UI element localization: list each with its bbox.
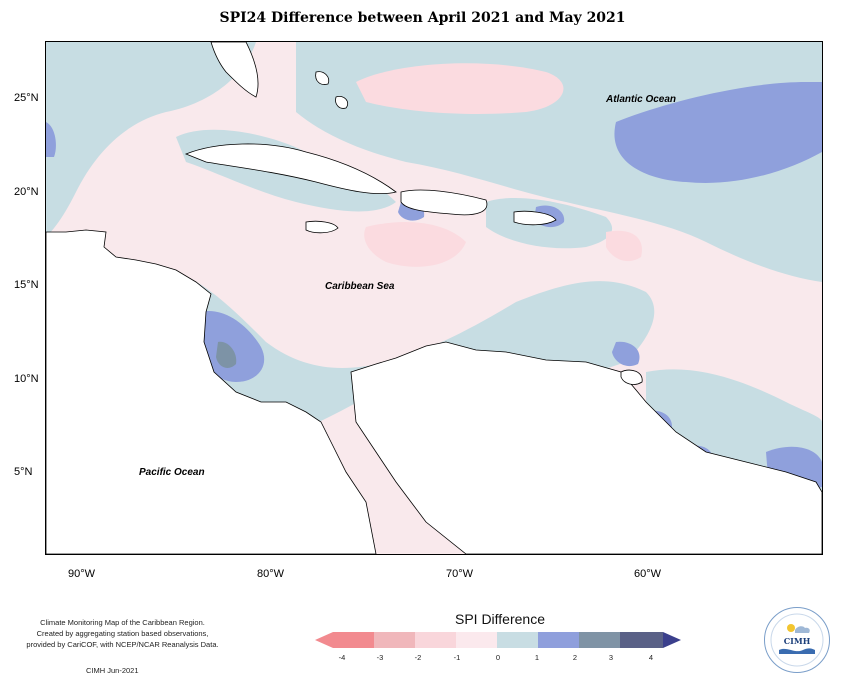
legend-swatch-8	[620, 632, 663, 648]
legend-arrow-left	[315, 632, 333, 648]
legend-swatch-7	[579, 632, 620, 648]
spi-map	[46, 42, 822, 554]
legend-tick: -4	[338, 653, 346, 662]
legend-swatch-4	[456, 632, 497, 648]
legend-swatch-5	[497, 632, 538, 648]
legend-arrow-right	[663, 632, 681, 648]
legend-title: SPI Difference	[454, 611, 545, 627]
map-title: SPI24 Difference between April 2021 and …	[219, 10, 626, 26]
map-credit: Climate Monitoring Map of the Caribbean …	[0, 617, 245, 650]
lon-tick-60: 60°W	[634, 568, 662, 580]
legend-tick: 1	[534, 653, 540, 662]
map-area	[45, 41, 823, 555]
credit-line-1: Climate Monitoring Map of the Caribbean …	[40, 618, 205, 627]
credit-line-3: provided by CariCOF, with NCEP/NCAR Rean…	[26, 640, 219, 649]
legend-swatch-2	[374, 632, 415, 648]
legend-swatch-3	[415, 632, 456, 648]
land-masses	[46, 42, 822, 554]
legend-tick: -1	[453, 653, 461, 662]
legend-tick: 0	[495, 653, 501, 662]
logo-emblem-icon	[770, 613, 824, 667]
legend-colorbar	[315, 632, 681, 648]
legend-tick: 4	[648, 653, 654, 662]
legend-tick: -2	[414, 653, 422, 662]
legend-tick: -3	[376, 653, 384, 662]
atlantic-ocean-label: Atlantic Ocean	[606, 94, 677, 105]
legend-swatch-6	[538, 632, 579, 648]
legend-swatch-1	[333, 632, 374, 648]
dark-blue-regions	[216, 341, 237, 368]
lat-tick-10: 10°N	[14, 373, 39, 385]
cimh-logo: CIMH	[764, 607, 830, 673]
pale-pink-regions	[356, 63, 642, 267]
credit-line-2: Created by aggregating station based obs…	[36, 629, 209, 638]
lat-tick-20: 20°N	[14, 186, 39, 198]
caribbean-sea-label: Caribbean Sea	[325, 281, 395, 292]
lon-tick-70: 70°W	[446, 568, 474, 580]
lat-tick-5: 5°N	[14, 466, 33, 478]
credit-date: CIMH Jun-2021	[86, 666, 139, 675]
legend-tick: 2	[572, 653, 578, 662]
lon-tick-80: 80°W	[257, 568, 285, 580]
logo-text: CIMH	[783, 636, 811, 646]
legend-tick: 3	[608, 653, 614, 662]
lat-tick-25: 25°N	[14, 92, 39, 104]
lat-tick-15: 15°N	[14, 279, 39, 291]
lon-tick-90: 90°W	[68, 568, 96, 580]
pacific-ocean-label: Pacific Ocean	[139, 467, 205, 478]
